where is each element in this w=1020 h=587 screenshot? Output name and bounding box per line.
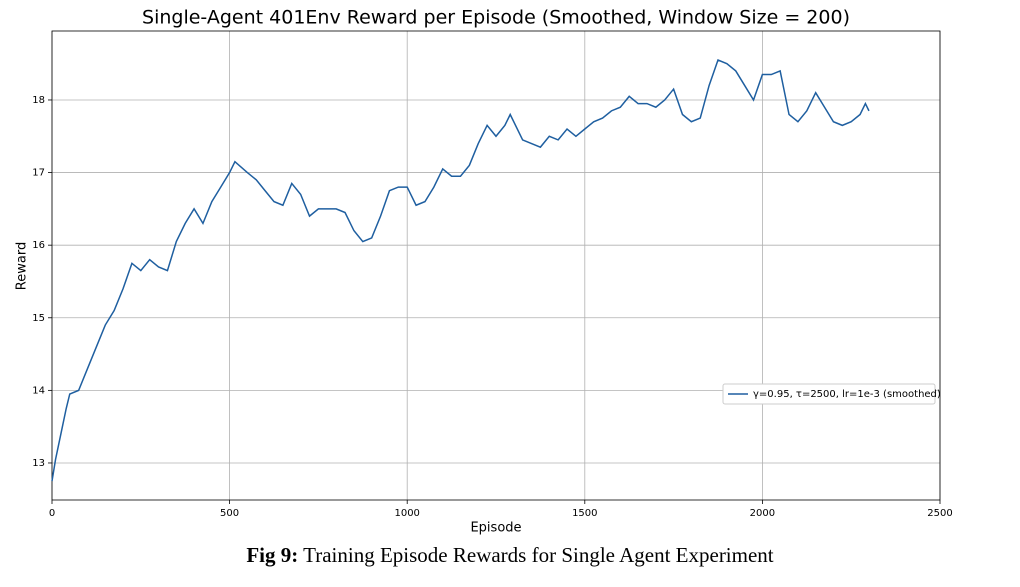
y-tick-label: 17 [32,168,45,179]
caption: Fig 9: Training Episode Rewards for Sing… [0,543,1020,568]
y-axis-label: Reward [15,242,30,290]
y-tick-label: 13 [32,458,45,469]
y-tick-label: 18 [32,95,45,106]
x-axis-label: Episode [470,521,521,536]
line-series [51,59,870,482]
plot-frame [51,30,941,501]
x-tick-label: 500 [220,508,239,519]
x-tick-label: 2500 [927,508,952,519]
legend-box [722,383,936,405]
caption-label: Fig 9: [246,543,299,567]
legend-label: γ=0.95, τ=2500, lr=1e-3 (smoothed) [753,389,941,400]
chart-title: Single-Agent 401Env Reward per Episode (… [142,7,850,29]
x-tick-label: 2000 [750,508,775,519]
y-tick-label: 16 [32,240,45,251]
y-tick-label: 14 [32,385,45,396]
x-tick-label: 0 [49,508,55,519]
x-tick-label: 1000 [394,508,419,519]
caption-text: Training Episode Rewards for Single Agen… [303,543,774,567]
x-tick-label: 1500 [572,508,597,519]
chart: Single-Agent 401Env Reward per Episode (… [15,7,953,536]
y-tick-label: 15 [32,313,45,324]
